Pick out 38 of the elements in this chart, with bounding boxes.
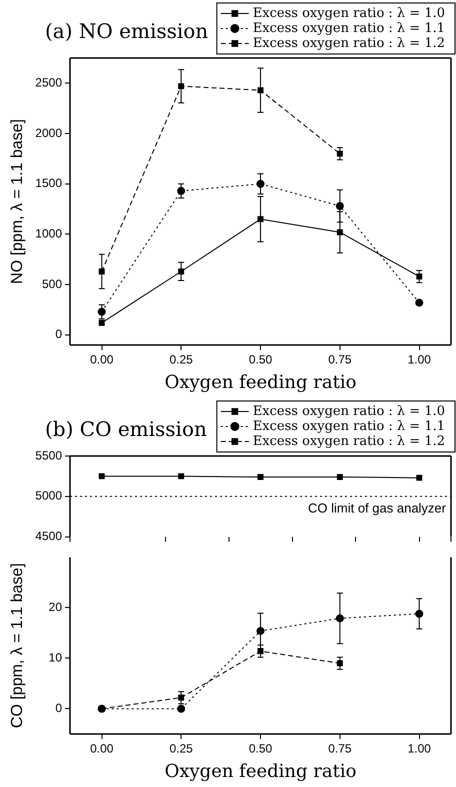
- y-tick-label: 0: [55, 327, 62, 342]
- chart-title: (a) NO emission: [45, 19, 208, 44]
- x-tick-label: 0.25: [169, 352, 194, 367]
- x-axis-title: Oxygen feeding ratio: [164, 372, 356, 393]
- legend-label: Excess oxygen ratio : λ = 1.0: [252, 404, 446, 419]
- ref-line-label: CO limit of gas analyzer: [308, 500, 447, 516]
- legend-label: Excess oxygen ratio : λ = 1.2: [252, 434, 446, 449]
- legend-label: Excess oxygen ratio : λ = 1.2: [252, 36, 446, 51]
- y-tick-label: 5000: [35, 488, 62, 503]
- y-tick-label: 2000: [35, 126, 62, 140]
- y-tick-label: 5500: [35, 448, 62, 462]
- chart-title: (b) CO emission: [45, 417, 207, 442]
- x-tick-label: 0.50: [248, 742, 272, 756]
- y-tick-label: 20: [48, 600, 62, 614]
- x-axis-title: Oxygen feeding ratio: [164, 760, 356, 782]
- legend-label: Excess oxygen ratio : λ = 1.1: [252, 20, 446, 36]
- point: [98, 320, 105, 326]
- y-tick-label: 1500: [35, 176, 62, 190]
- x-tick-label: 0.00: [90, 742, 114, 756]
- y-tick-label: 500: [42, 276, 62, 291]
- y-tick-label: 4500: [35, 529, 62, 544]
- x-tick-label: 1.00: [408, 352, 432, 367]
- y-axis-title: NO [ppm, λ = 1.1 base]: [9, 119, 26, 284]
- legend-label: Excess oxygen ratio : λ = 1.0: [252, 6, 446, 21]
- y-tick-label: 1000: [35, 226, 62, 241]
- point: [415, 298, 424, 307]
- y-tick-label: 10: [48, 650, 62, 665]
- x-tick-label: 1.00: [408, 742, 432, 756]
- x-tick-label: 0.75: [328, 352, 352, 367]
- x-tick-label: 0.00: [90, 352, 114, 367]
- legend-label: Excess oxygen ratio : λ = 1.1: [252, 418, 446, 434]
- y-tick-label: 0: [55, 701, 62, 716]
- y-axis-title: CO [ppm, λ = 1.1 base]: [9, 563, 26, 728]
- point: [177, 704, 186, 713]
- x-tick-label: 0.50: [248, 352, 272, 367]
- x-tick-label: 0.75: [328, 742, 352, 756]
- y-tick-label: 2500: [35, 75, 62, 90]
- x-tick-label: 0.25: [169, 742, 194, 756]
